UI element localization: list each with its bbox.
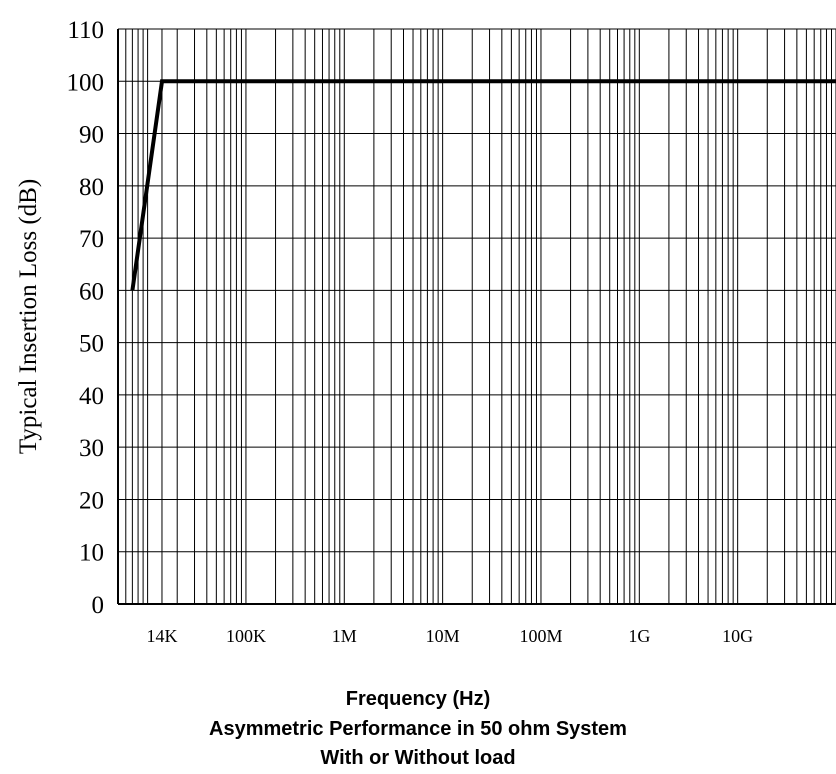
x-tick-label: 100M xyxy=(519,626,562,646)
y-tick-label: 50 xyxy=(79,331,104,358)
series-line-0 xyxy=(130,79,836,291)
chart-title: Asymmetric Performance in 50 ohm System xyxy=(209,718,627,740)
y-tick-label: 30 xyxy=(79,435,104,462)
x-tick-label: 14K xyxy=(146,626,177,646)
plot-frame xyxy=(117,29,836,605)
x-tick-label: 10M xyxy=(426,626,460,646)
x-tick-label: 100K xyxy=(226,626,266,646)
y-tick-label: 40 xyxy=(79,383,104,410)
y-tick-label: 70 xyxy=(79,226,104,253)
y-tick-label: 10 xyxy=(79,540,104,567)
chart-area: 0 10 20 30 40 50 60 70 80 90 100 110 14K 100K 1M 10M 10… xyxy=(15,17,836,646)
y-tick-label: 100 xyxy=(67,69,105,96)
x-tick-label: 10G xyxy=(722,626,753,646)
y-tick-label: 0 xyxy=(92,592,105,619)
x-tick-label: 1G xyxy=(628,626,650,646)
series-layer xyxy=(130,79,836,291)
grid xyxy=(117,28,836,605)
x-axis-label: Frequency (Hz) xyxy=(345,688,491,710)
y-tick-label: 110 xyxy=(67,17,104,44)
y-tick-label: 20 xyxy=(79,487,104,514)
x-tick-label: 1M xyxy=(332,626,357,646)
y-tick-labels: 0 10 20 30 40 50 60 70 80 90 100 110 xyxy=(67,17,105,619)
y-tick-label: 60 xyxy=(79,278,104,305)
insertion-loss-chart: 0 10 20 30 40 50 60 70 80 90 100 110 14K 100K 1M 10M 10… xyxy=(15,17,836,646)
y-tick-label: 90 xyxy=(79,122,104,149)
y-axis-label: Typical Insertion Loss (dB) xyxy=(15,179,42,454)
y-tick-label: 80 xyxy=(79,174,104,201)
chart-subtitle: With or Without load xyxy=(320,747,516,769)
x-tick-labels: 14K 100K 1M 10M 100M 1G 10G xyxy=(146,626,753,646)
